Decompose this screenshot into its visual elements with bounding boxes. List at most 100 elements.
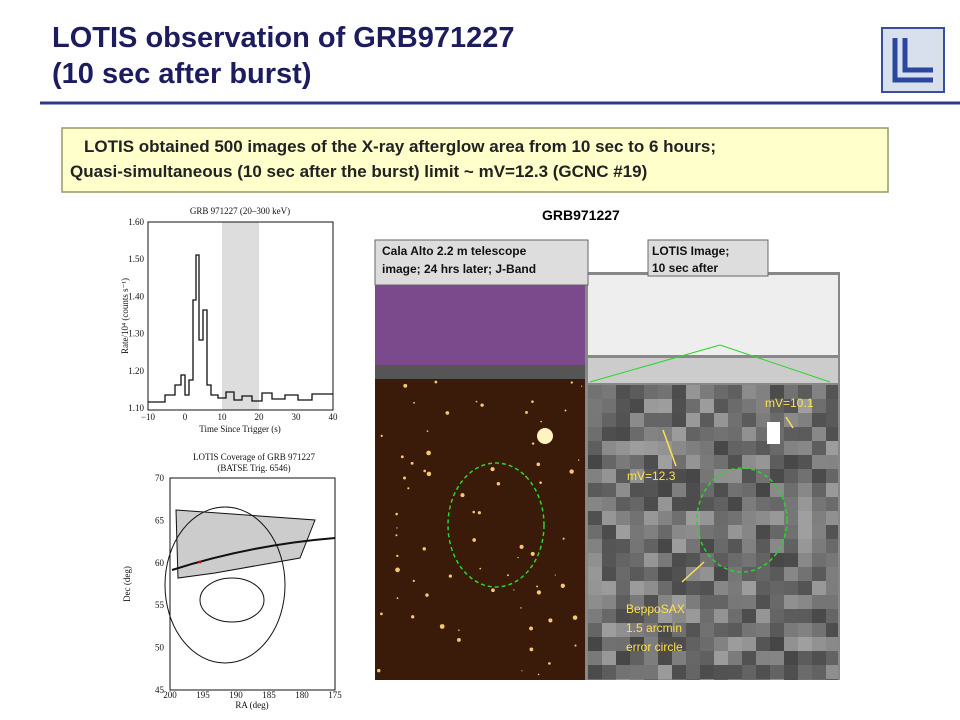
pixel — [602, 637, 616, 651]
pixel — [756, 623, 770, 637]
star — [562, 537, 565, 540]
pixel — [700, 455, 714, 469]
x-tick-label: 40 — [329, 412, 339, 422]
pixel — [728, 525, 742, 539]
pixel — [686, 483, 700, 497]
pixel — [728, 427, 742, 441]
pixel — [798, 441, 812, 455]
pixel — [756, 483, 770, 497]
pixel — [826, 539, 838, 553]
pixel — [602, 581, 616, 595]
pixel — [700, 525, 714, 539]
star — [422, 547, 426, 551]
pixel — [826, 427, 838, 441]
pixel — [686, 399, 700, 413]
pixel — [784, 665, 798, 679]
pixel — [630, 413, 644, 427]
pixel — [770, 665, 784, 679]
pixel — [784, 651, 798, 665]
pixel — [756, 455, 770, 469]
pixel — [616, 665, 630, 679]
pixel — [630, 483, 644, 497]
pixel — [728, 455, 742, 469]
pixel — [700, 483, 714, 497]
star — [413, 401, 415, 404]
pixel — [826, 441, 838, 455]
y-axis-label: Rate/10⁴ (counts s⁻¹) — [120, 278, 130, 354]
pixel — [770, 567, 784, 581]
pixel — [672, 623, 686, 637]
pixel — [672, 637, 686, 651]
star — [530, 551, 535, 556]
pixel — [672, 595, 686, 609]
pixel — [756, 567, 770, 581]
pixel — [616, 497, 630, 511]
pixel — [728, 651, 742, 665]
pixel — [826, 455, 838, 469]
pixel — [602, 623, 616, 637]
pixel — [686, 497, 700, 511]
star — [472, 538, 476, 542]
pixel — [588, 399, 602, 413]
pixel — [686, 581, 700, 595]
x-tick-label: 185 — [262, 690, 276, 700]
pixel — [812, 623, 826, 637]
pixel — [812, 427, 826, 441]
pixel — [714, 567, 728, 581]
pixel — [686, 441, 700, 455]
pixel — [770, 609, 784, 623]
star — [395, 567, 400, 573]
pixel — [602, 399, 616, 413]
pixel — [644, 469, 658, 483]
pixel — [700, 637, 714, 651]
star — [407, 487, 410, 490]
pixel — [644, 651, 658, 665]
star — [395, 534, 398, 537]
pixel — [616, 455, 630, 469]
pixel — [728, 665, 742, 679]
pixel — [798, 413, 812, 427]
pixel — [812, 665, 826, 679]
star — [460, 493, 465, 498]
star — [496, 482, 501, 486]
x-tick-label: 20 — [255, 412, 265, 422]
pixel — [812, 385, 826, 399]
pixel — [616, 623, 630, 637]
figure-title: GRB971227 — [542, 207, 620, 223]
pixel — [770, 385, 784, 399]
pixel — [588, 385, 602, 399]
x-tick-label: 195 — [196, 690, 210, 700]
pixel — [728, 497, 742, 511]
pixel — [588, 511, 602, 525]
star — [554, 574, 556, 576]
pixel — [630, 511, 644, 525]
star — [531, 400, 534, 403]
pixel — [630, 623, 644, 637]
pixel — [686, 455, 700, 469]
pixel — [812, 399, 826, 413]
pixel — [686, 665, 700, 679]
pixel — [812, 413, 826, 427]
star — [456, 638, 461, 642]
lotis-overlays — [589, 344, 831, 583]
y-tick-label: 50 — [155, 643, 165, 653]
pixel — [728, 385, 742, 399]
pixel — [644, 595, 658, 609]
pixel — [728, 567, 742, 581]
pixel — [826, 413, 838, 427]
pixel — [812, 497, 826, 511]
pixel — [728, 609, 742, 623]
pixel — [756, 413, 770, 427]
pixel — [588, 441, 602, 455]
pixel — [616, 525, 630, 539]
star — [577, 459, 580, 461]
pixel — [742, 385, 756, 399]
pixel — [588, 413, 602, 427]
pixel — [616, 679, 630, 680]
pixel — [644, 399, 658, 413]
pixel — [700, 679, 714, 680]
pixel — [770, 469, 784, 483]
pixel — [602, 511, 616, 525]
pixel — [602, 427, 616, 441]
pixel — [602, 455, 616, 469]
